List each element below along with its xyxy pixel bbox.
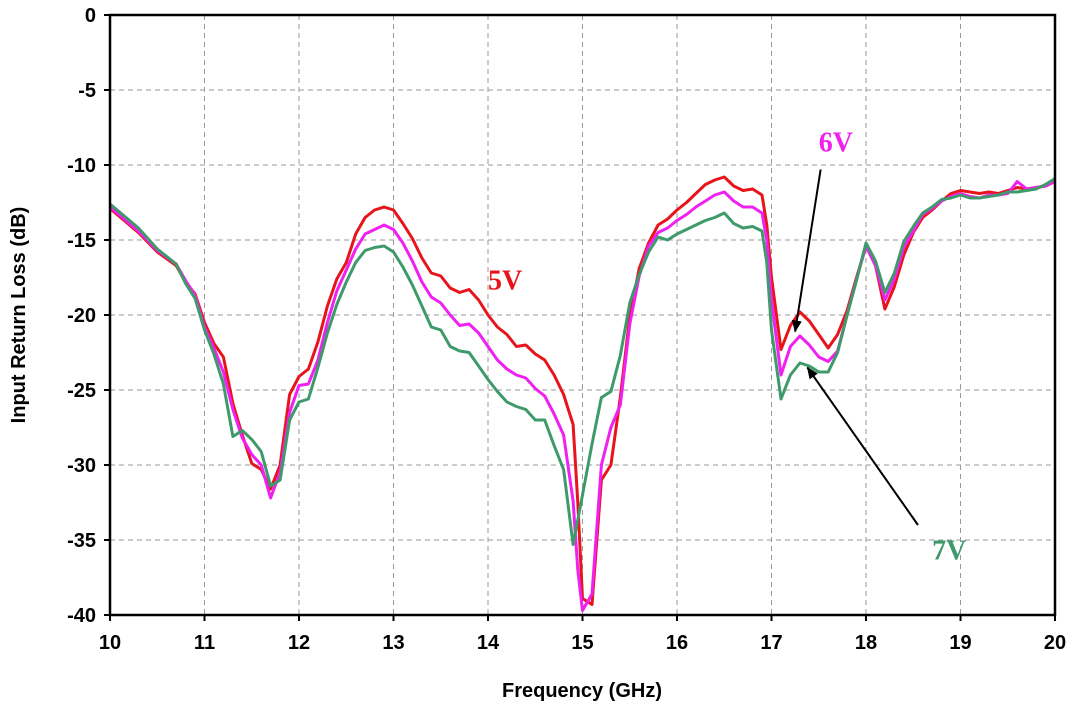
annotation-arrow-6v (791, 169, 822, 333)
series-group (109, 175, 1056, 612)
series-label-6v: 6V (819, 128, 853, 159)
y-tick-label: -20 (67, 305, 96, 327)
x-axis-title: Frequency (GHz) (502, 680, 662, 702)
x-tick-label: 18 (855, 632, 877, 654)
series-line-7v (109, 177, 1056, 546)
y-tick-label: -35 (67, 530, 96, 552)
x-tick-label: 14 (477, 632, 500, 654)
annotation-arrow-7v (806, 366, 919, 526)
y-axis-title: Input Return Loss (dB) (8, 207, 30, 424)
x-tick-label: 20 (1044, 632, 1066, 654)
series-line-6v (109, 180, 1056, 612)
x-tick-label: 17 (760, 632, 782, 654)
x-tick-label: 13 (382, 632, 404, 654)
y-tick-label: -25 (67, 380, 96, 402)
y-tick-label: -30 (67, 455, 96, 477)
x-tick-label: 19 (949, 632, 971, 654)
x-tick-label: 12 (288, 632, 310, 654)
x-tick-labels: 10 11 12 13 14 15 16 17 18 19 20 (99, 615, 1066, 654)
y-tick-label: -40 (67, 605, 96, 627)
series-label-5v: 5V (488, 266, 522, 297)
x-tick-label: 16 (666, 632, 688, 654)
x-tick-label: 11 (194, 632, 215, 654)
annotations: 5V 6V 7V (488, 128, 966, 567)
y-tick-label: -10 (67, 155, 96, 177)
y-tick-label: -15 (67, 230, 96, 252)
x-tick-label: 10 (99, 632, 121, 654)
gridlines (110, 15, 1055, 615)
y-tick-label: -5 (78, 80, 96, 102)
x-tick-label: 15 (571, 632, 593, 654)
series-label-7v: 7V (932, 536, 966, 567)
y-tick-labels: 0 -5 -10 -15 -20 -25 -30 -35 -40 (67, 5, 110, 627)
y-tick-label: 0 (85, 5, 96, 27)
